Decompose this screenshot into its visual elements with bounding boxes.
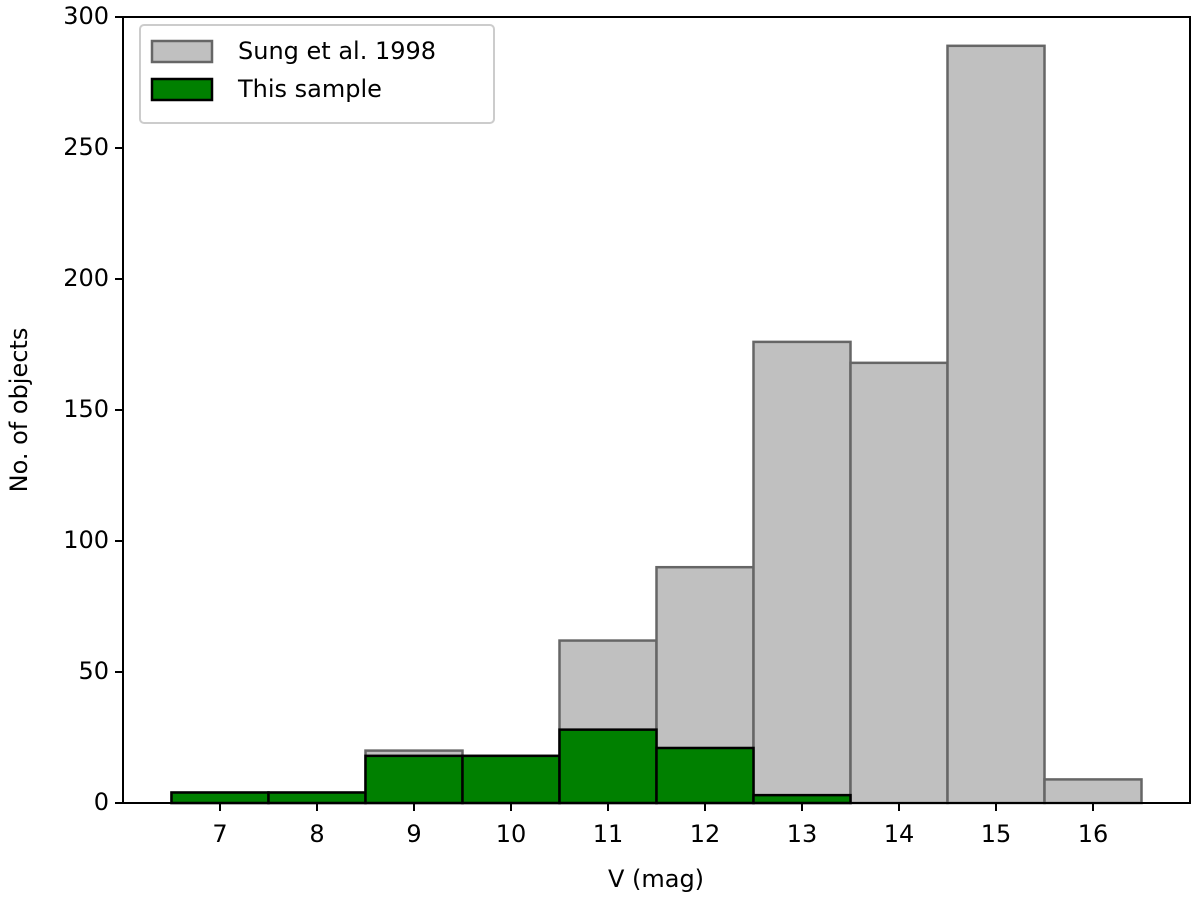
y-tick-label: 300 [63, 2, 109, 30]
x-tick-label: 14 [884, 820, 915, 848]
x-tick-label: 13 [787, 820, 818, 848]
legend-label: This sample [237, 75, 382, 103]
bar [946, 44, 1046, 805]
bar [170, 791, 270, 805]
bar [364, 754, 464, 805]
legend-swatch [150, 39, 214, 64]
y-tick-label: 150 [63, 395, 109, 423]
x-tick-label: 7 [212, 820, 227, 848]
x-tick-label: 11 [593, 820, 624, 848]
x-tick-label: 10 [496, 820, 527, 848]
y-axis-label: No. of objects [5, 328, 33, 493]
x-tick-label: 16 [1078, 820, 1109, 848]
bar [558, 728, 658, 805]
x-tick-label: 9 [406, 820, 421, 848]
bar [752, 793, 852, 805]
legend-swatch [150, 77, 214, 102]
y-tick-label: 50 [78, 657, 109, 685]
y-tick-label: 200 [63, 264, 109, 292]
y-tick-label: 0 [94, 788, 109, 816]
bar [655, 746, 755, 805]
bar [461, 754, 561, 805]
x-tick-label: 12 [690, 820, 721, 848]
y-tick-label: 250 [63, 133, 109, 161]
bar [1043, 778, 1143, 805]
bar [267, 791, 367, 805]
y-tick-label: 100 [63, 526, 109, 554]
legend-box [139, 24, 495, 124]
x-axis-label: V (mag) [608, 865, 704, 893]
bar [849, 361, 949, 805]
x-tick-label: 8 [309, 820, 324, 848]
bar [752, 340, 852, 805]
legend-label: Sung et al. 1998 [238, 37, 436, 65]
x-tick-label: 15 [981, 820, 1012, 848]
